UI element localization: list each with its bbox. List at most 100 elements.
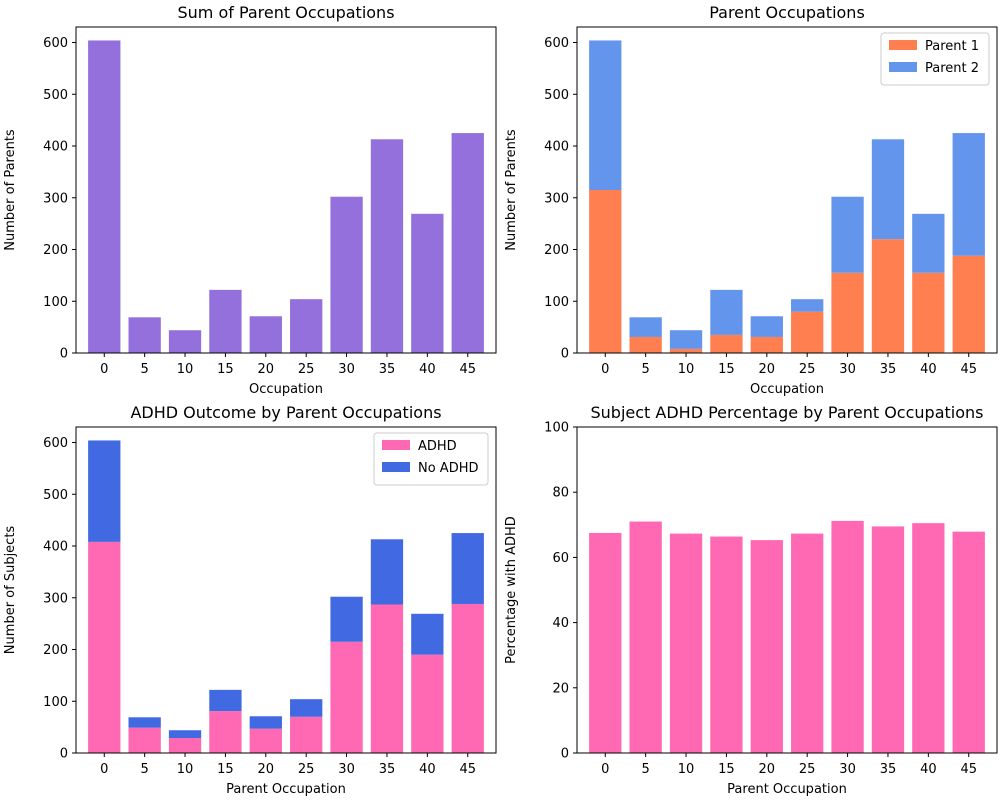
chart-panel-3: 0 5 10 15 20 25 30 35 40 45 0 100 200 300 400 500 600 ADH…: [3, 403, 497, 797]
x-tick-label: 40: [920, 362, 937, 377]
y-tick-label: 0: [60, 747, 68, 762]
bar-value-40: [411, 213, 444, 353]
y-tick-label: 600: [43, 436, 68, 451]
y-tick-label: 200: [544, 243, 569, 258]
legend-swatch: [382, 462, 410, 472]
bar-no-adhd-30: [330, 596, 363, 642]
y-tick-label: 0: [561, 747, 569, 762]
bar-parent-2-0: [589, 40, 622, 191]
bar-parent-2-25: [791, 299, 824, 312]
bar-parent-1-15: [710, 334, 743, 353]
legend-swatch: [889, 40, 917, 50]
bar-value-25: [290, 299, 323, 353]
bar-adhd-10: [168, 737, 202, 753]
bar-no-adhd-35: [370, 539, 404, 605]
x-tick-label: 45: [960, 762, 977, 777]
x-axis-label: Parent Occupation: [226, 782, 346, 797]
chart-title: ADHD Outcome by Parent Occupations: [130, 403, 441, 422]
bar-parent-2-15: [710, 289, 743, 335]
x-tick-label: 35: [379, 762, 396, 777]
bar-parent-1-35: [871, 239, 905, 353]
bar-value-0: [88, 40, 121, 353]
x-tick-label: 5: [642, 762, 650, 777]
bar-parent-1-40: [912, 272, 945, 353]
bar-parent-1-30: [831, 272, 864, 353]
y-axis-label: Number of Parents: [504, 129, 519, 251]
axes-frame: [576, 426, 998, 754]
x-tick-label: 20: [258, 362, 275, 377]
y-axis-label: Number of Subjects: [3, 526, 18, 655]
y-tick-label: 100: [43, 695, 68, 710]
y-tick-label: 400: [43, 140, 68, 155]
y-tick-label: 600: [43, 36, 68, 51]
x-tick-label: 45: [960, 362, 977, 377]
bar-value-30: [831, 520, 864, 753]
x-tick-label: 45: [459, 362, 476, 377]
bar-adhd-15: [209, 711, 242, 753]
axes-frame: [75, 426, 497, 754]
x-tick-label: 0: [100, 362, 108, 377]
bar-value-30: [330, 196, 363, 353]
legend-label: Parent 2: [925, 61, 979, 76]
bar-parent-1-45: [952, 255, 985, 353]
y-tick-label: 200: [43, 243, 68, 258]
chart-title: Sum of Parent Occupations: [177, 3, 394, 22]
x-tick-label: 40: [419, 362, 436, 377]
bar-value-20: [750, 540, 783, 753]
y-tick-label: 600: [544, 36, 569, 51]
axes-frame: [576, 26, 998, 354]
x-tick-label: 30: [338, 362, 355, 377]
legend: Parent 1 Parent 2: [880, 32, 990, 86]
x-tick-label: 20: [759, 762, 776, 777]
bar-value-45: [952, 531, 985, 753]
bar-value-35: [370, 139, 404, 353]
y-tick-label: 100: [544, 421, 569, 436]
x-tick-label: 0: [100, 762, 108, 777]
y-tick-label: 300: [43, 591, 68, 606]
bar-parent-2-35: [871, 139, 905, 240]
y-tick-label: 0: [60, 347, 68, 362]
axes-frame: [75, 26, 497, 354]
x-tick-label: 25: [298, 762, 315, 777]
y-tick-label: 500: [43, 88, 68, 103]
y-tick-label: 0: [561, 347, 569, 362]
bar-adhd-30: [330, 641, 363, 753]
x-axis-label: Occupation: [249, 382, 323, 397]
x-tick-label: 40: [419, 762, 436, 777]
x-tick-label: 20: [759, 362, 776, 377]
bar-adhd-25: [290, 716, 323, 753]
y-tick-label: 300: [544, 191, 569, 206]
bar-parent-2-40: [912, 213, 945, 273]
chart-panel-4: 0 5 10 15 20 25 30 35 40 45 0 20 40 60 80 100 Subject AD…: [504, 403, 998, 797]
x-tick-label: 5: [642, 362, 650, 377]
x-tick-label: 30: [839, 362, 856, 377]
y-tick-label: 400: [544, 140, 569, 155]
bar-no-adhd-45: [451, 533, 484, 604]
bar-parent-2-20: [750, 316, 783, 337]
x-tick-label: 5: [141, 762, 149, 777]
y-tick-label: 40: [552, 616, 569, 631]
bar-adhd-40: [411, 654, 444, 753]
chart-title: Subject ADHD Percentage by Parent Occupa…: [591, 403, 984, 422]
bar-no-adhd-40: [411, 613, 444, 655]
y-tick-label: 500: [544, 88, 569, 103]
bar-value-15: [209, 289, 242, 353]
x-tick-label: 35: [880, 762, 897, 777]
chart-panel-1: 0 5 10 15 20 25 30 35 40 45 0 100 200 300 400 500 600 Sum…: [3, 3, 497, 397]
bar-value-15: [710, 536, 743, 753]
y-tick-label: 80: [552, 486, 569, 501]
bar-value-40: [912, 523, 945, 753]
bar-parent-2-30: [831, 196, 864, 273]
bar-value-5: [128, 317, 161, 353]
bar-adhd-0: [88, 541, 121, 753]
bar-value-45: [451, 133, 484, 353]
bar-adhd-20: [249, 728, 282, 753]
x-axis-label: Occupation: [750, 382, 824, 397]
legend-swatch: [382, 440, 410, 450]
bar-no-adhd-0: [88, 440, 121, 542]
bar-no-adhd-20: [249, 716, 282, 729]
bar-value-35: [871, 526, 905, 753]
y-tick-label: 100: [544, 295, 569, 310]
bar-parent-1-20: [750, 336, 783, 353]
y-tick-label: 100: [43, 295, 68, 310]
